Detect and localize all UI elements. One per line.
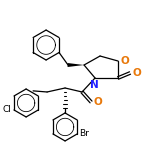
Text: O: O [120,56,129,66]
Text: N: N [90,80,98,90]
Polygon shape [68,63,84,67]
Text: O: O [93,97,102,107]
Text: Cl: Cl [2,105,11,114]
Text: O: O [132,68,141,78]
Text: Br: Br [79,130,89,138]
